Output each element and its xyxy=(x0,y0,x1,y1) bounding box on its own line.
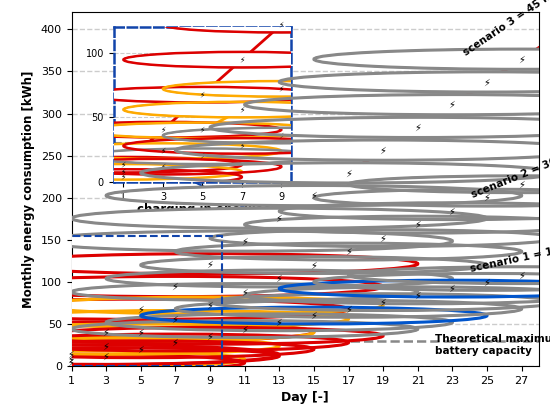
Circle shape xyxy=(0,337,279,354)
Text: $⚡$: $⚡$ xyxy=(483,276,491,287)
Circle shape xyxy=(141,257,487,273)
Text: $⚡$: $⚡$ xyxy=(310,190,318,201)
Text: $⚡$: $⚡$ xyxy=(518,54,526,65)
Circle shape xyxy=(37,297,383,314)
Circle shape xyxy=(72,208,487,228)
Text: $⚡$: $⚡$ xyxy=(206,258,214,270)
Circle shape xyxy=(279,72,550,92)
Text: Frequency of
charging in one week: Frequency of charging in one week xyxy=(137,188,279,215)
Text: $⚡$: $⚡$ xyxy=(275,213,283,224)
Text: scenario 3 = 45 km to work: scenario 3 = 45 km to work xyxy=(461,0,550,58)
Circle shape xyxy=(2,334,349,351)
Circle shape xyxy=(175,140,550,160)
Text: $⚡$: $⚡$ xyxy=(102,326,110,338)
Text: $⚡$: $⚡$ xyxy=(379,233,387,244)
Bar xyxy=(63,235,222,366)
Text: $⚡$: $⚡$ xyxy=(344,246,353,258)
Circle shape xyxy=(0,354,245,371)
Circle shape xyxy=(141,307,487,324)
Text: $⚡$: $⚡$ xyxy=(344,167,353,178)
Circle shape xyxy=(245,287,550,304)
Circle shape xyxy=(279,203,550,220)
Text: Theoretical maximum
battery capacity: Theoretical maximum battery capacity xyxy=(435,334,550,356)
Text: $⚡$: $⚡$ xyxy=(102,350,110,362)
Text: $⚡$: $⚡$ xyxy=(275,273,283,284)
Text: $⚡$: $⚡$ xyxy=(172,281,179,292)
X-axis label: Day [-]: Day [-] xyxy=(282,391,329,404)
Circle shape xyxy=(314,49,550,69)
Circle shape xyxy=(314,189,550,206)
Text: $⚡$: $⚡$ xyxy=(137,304,145,315)
Circle shape xyxy=(210,294,550,310)
Circle shape xyxy=(37,327,383,344)
Text: $⚡$: $⚡$ xyxy=(483,192,491,203)
Circle shape xyxy=(141,163,550,183)
Text: $⚡$: $⚡$ xyxy=(137,344,145,355)
Text: $⚡$: $⚡$ xyxy=(379,144,387,156)
Circle shape xyxy=(0,341,314,358)
Text: $⚡$: $⚡$ xyxy=(379,296,387,308)
Circle shape xyxy=(175,300,522,317)
Circle shape xyxy=(106,270,453,287)
Circle shape xyxy=(0,324,314,341)
Circle shape xyxy=(0,276,383,297)
Text: $⚡$: $⚡$ xyxy=(68,349,75,360)
Circle shape xyxy=(245,216,550,233)
Text: $⚡$: $⚡$ xyxy=(241,323,249,335)
Circle shape xyxy=(314,273,550,290)
Circle shape xyxy=(0,347,279,364)
Text: $⚡$: $⚡$ xyxy=(275,317,283,328)
Text: $⚡$: $⚡$ xyxy=(241,286,249,298)
Text: $⚡$: $⚡$ xyxy=(206,330,214,342)
Text: $⚡$: $⚡$ xyxy=(310,310,318,321)
Circle shape xyxy=(0,322,314,342)
Text: $⚡$: $⚡$ xyxy=(414,121,422,133)
Text: scenario 2 = 30 km to work: scenario 2 = 30 km to work xyxy=(470,130,550,199)
Circle shape xyxy=(279,280,550,297)
Circle shape xyxy=(245,94,550,115)
Text: $⚡$: $⚡$ xyxy=(68,354,75,365)
Text: scenario 1 = 15 km to work: scenario 1 = 15 km to work xyxy=(470,231,550,274)
Circle shape xyxy=(349,176,550,193)
Text: $⚡$: $⚡$ xyxy=(241,235,249,247)
Text: $⚡$: $⚡$ xyxy=(102,340,110,352)
Circle shape xyxy=(175,243,522,260)
Circle shape xyxy=(2,254,418,274)
Text: $⚡$: $⚡$ xyxy=(344,303,353,314)
Text: $⚡$: $⚡$ xyxy=(448,283,456,295)
Circle shape xyxy=(72,321,418,337)
Text: zoom: zoom xyxy=(118,25,156,38)
Circle shape xyxy=(210,230,550,247)
Circle shape xyxy=(2,310,349,327)
Text: $⚡$: $⚡$ xyxy=(448,99,456,110)
Circle shape xyxy=(0,299,349,319)
Text: $⚡$: $⚡$ xyxy=(206,300,214,311)
Text: $⚡$: $⚡$ xyxy=(414,219,422,230)
Text: $⚡$: $⚡$ xyxy=(518,178,526,190)
Text: $⚡$: $⚡$ xyxy=(68,357,75,369)
Circle shape xyxy=(0,344,279,365)
Circle shape xyxy=(37,231,453,251)
Y-axis label: Monthly energy consumption [kWh]: Monthly energy consumption [kWh] xyxy=(22,71,35,308)
Text: $⚡$: $⚡$ xyxy=(414,290,422,301)
Circle shape xyxy=(106,314,453,331)
Circle shape xyxy=(106,186,522,206)
Text: $⚡$: $⚡$ xyxy=(310,259,318,271)
Text: $⚡$: $⚡$ xyxy=(172,337,179,348)
Circle shape xyxy=(210,117,550,138)
Circle shape xyxy=(72,284,418,300)
Text: $⚡$: $⚡$ xyxy=(137,327,145,338)
Text: $⚡$: $⚡$ xyxy=(172,313,179,324)
Circle shape xyxy=(349,267,550,284)
Text: $⚡$: $⚡$ xyxy=(448,206,456,217)
Circle shape xyxy=(0,351,245,368)
Text: $⚡$: $⚡$ xyxy=(483,76,491,88)
Text: $⚡$: $⚡$ xyxy=(518,270,526,281)
